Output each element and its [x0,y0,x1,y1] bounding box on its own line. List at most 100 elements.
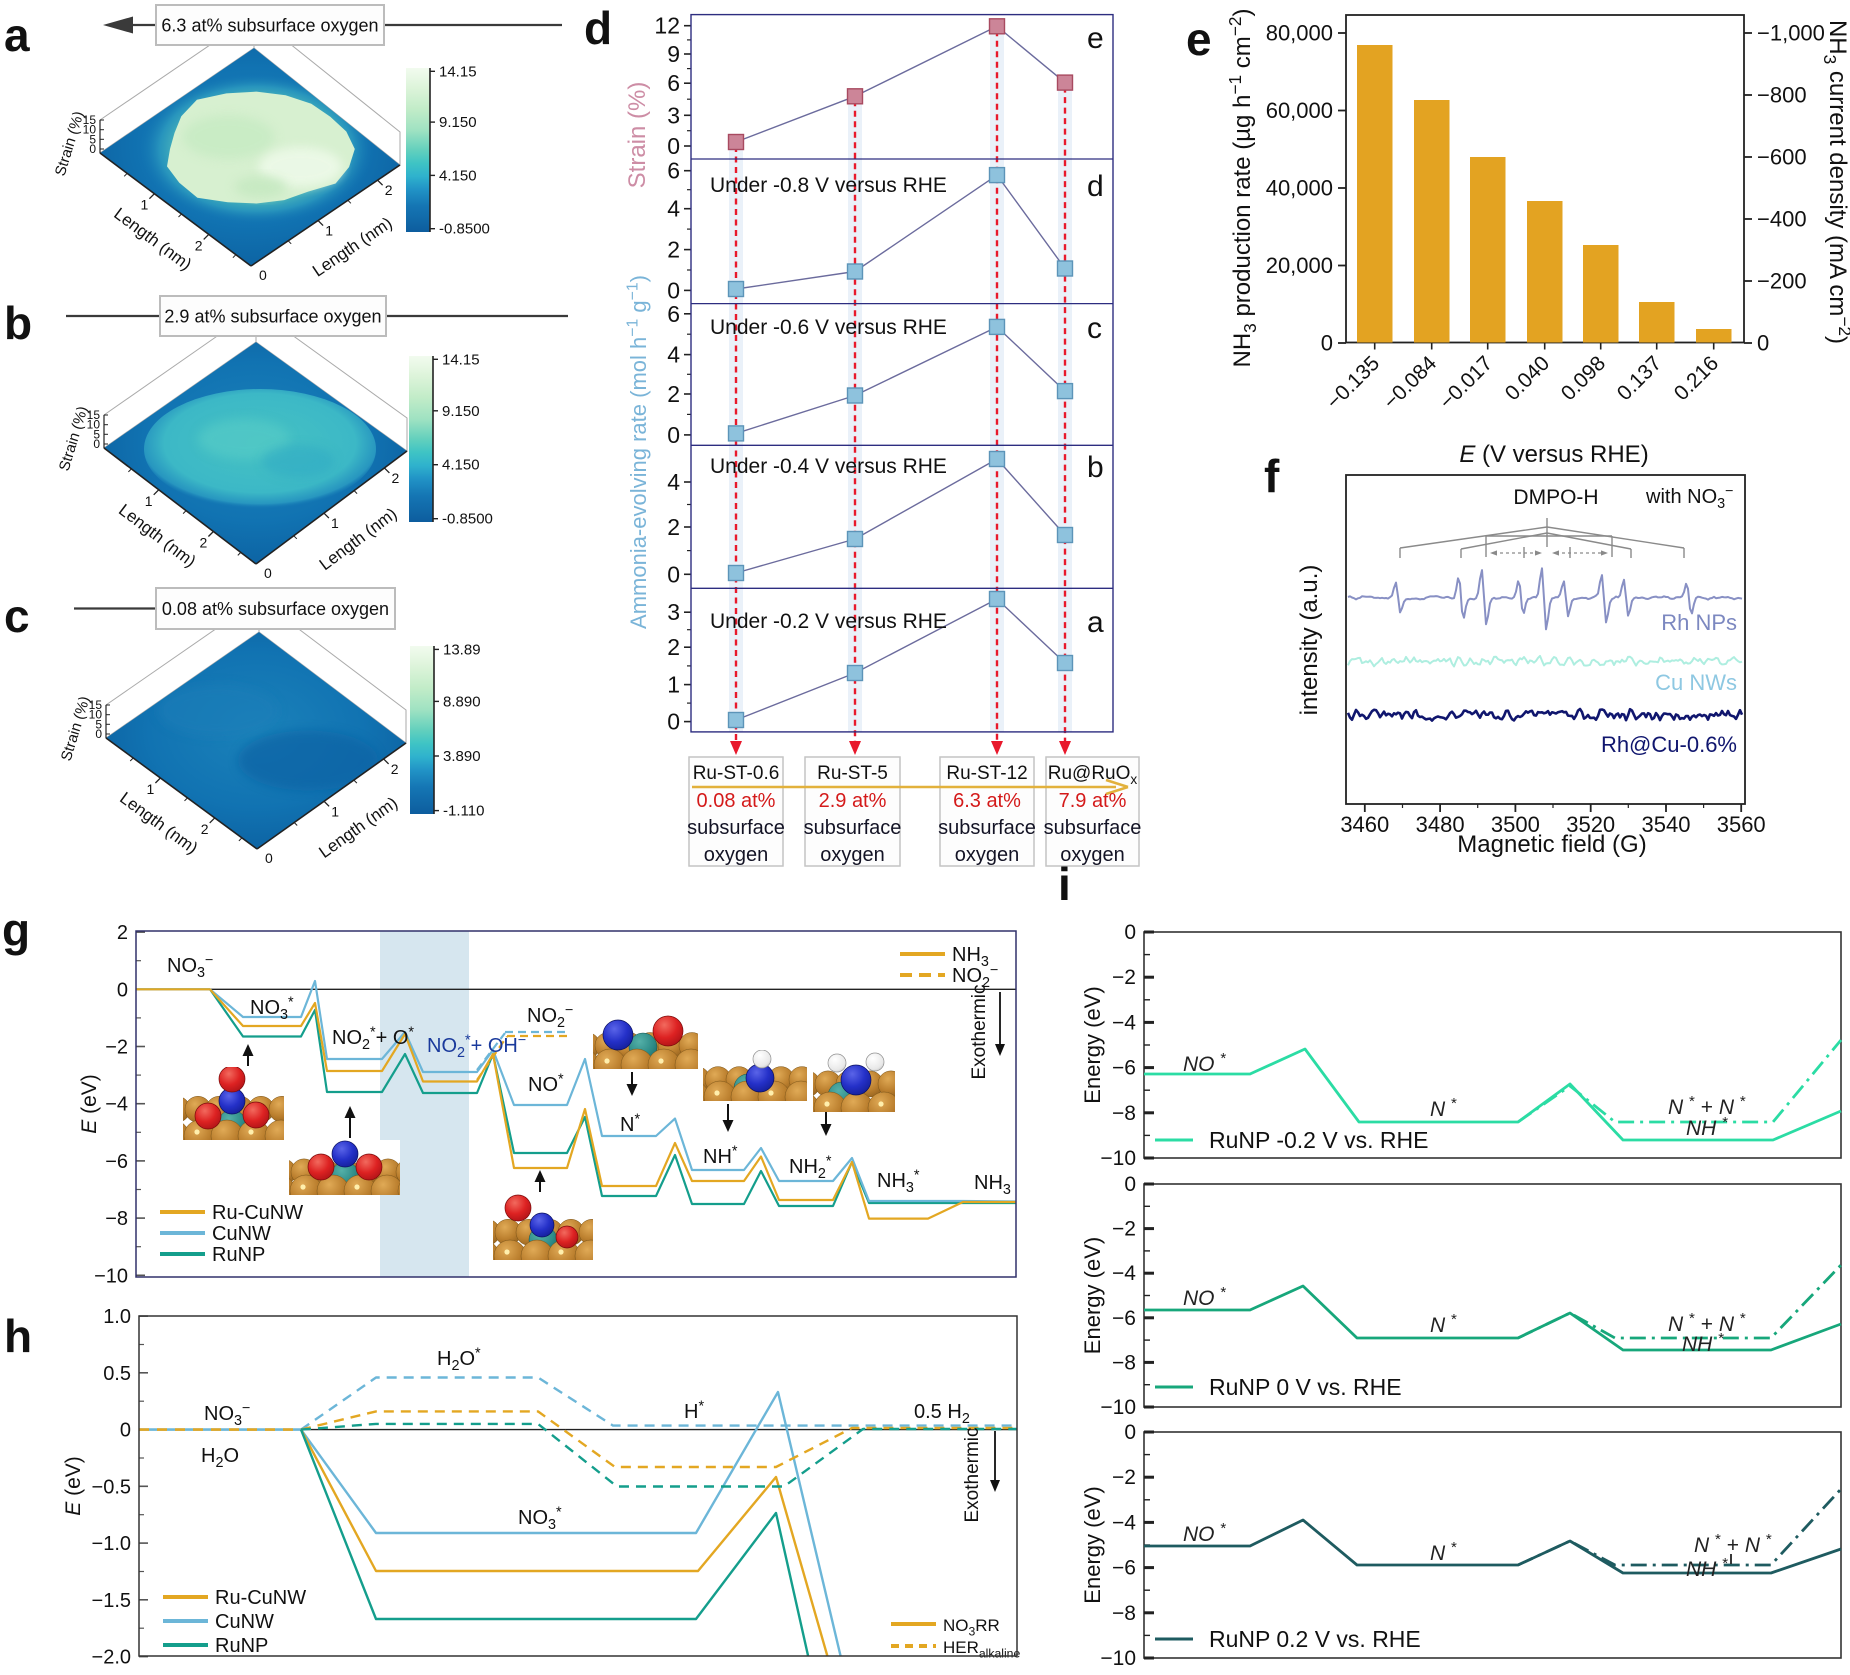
svg-text:10: 10 [89,708,103,722]
svg-text:1: 1 [331,803,339,819]
svg-text:N *: N * [1430,1539,1457,1565]
svg-text:−6: −6 [105,1151,128,1173]
svg-text:7.9 at%: 7.9 at% [1059,790,1127,812]
svg-text:NO2*+ O*: NO2*+ O* [332,1024,414,1053]
svg-text:d: d [1087,170,1104,203]
svg-text:3: 3 [667,102,680,128]
svg-text:Under -0.6 V versus RHE: Under -0.6 V versus RHE [710,316,947,339]
svg-text:subsurface: subsurface [1044,817,1142,839]
svg-text:4: 4 [667,342,680,368]
svg-text:2.9 at% subsurface oxygen: 2.9 at% subsurface oxygen [164,307,381,327]
svg-text:0.5: 0.5 [103,1363,131,1385]
svg-text:1: 1 [667,672,680,698]
svg-text:NO3RR: NO3RR [943,1616,1000,1638]
svg-text:0: 0 [667,561,680,587]
svg-text:DMPO-H: DMPO-H [1513,486,1598,509]
svg-text:Under -0.4 V versus RHE: Under -0.4 V versus RHE [710,455,947,478]
svg-text:Exothermic: Exothermic [962,1427,983,1522]
svg-text:0: 0 [265,850,273,866]
svg-text:6.3 at% subsurface oxygen: 6.3 at% subsurface oxygen [161,16,378,36]
svg-text:6.3 at%: 6.3 at% [953,790,1021,812]
svg-text:0.5 H2: 0.5 H2 [914,1401,970,1427]
svg-text:2: 2 [385,182,393,198]
svg-text:1: 1 [147,781,155,797]
svg-text:Ru-ST-5: Ru-ST-5 [817,763,888,784]
svg-text:2: 2 [195,237,203,253]
svg-text:NO3*: NO3* [250,994,294,1023]
svg-text:40,000: 40,000 [1266,176,1333,201]
svg-text:Rh NPs: Rh NPs [1661,610,1737,635]
svg-text:NH3: NH3 [952,944,989,970]
svg-text:NO2−: NO2− [527,1002,573,1031]
svg-text:0: 0 [120,1420,131,1442]
svg-text:−4: −4 [1112,1511,1136,1534]
svg-text:oxygen: oxygen [1060,844,1125,866]
svg-text:1: 1 [145,493,153,509]
svg-text:CuNW: CuNW [212,1223,271,1245]
svg-text:subsurface: subsurface [687,817,785,839]
svg-text:2.9 at%: 2.9 at% [819,790,887,812]
svg-text:10: 10 [83,123,97,137]
svg-text:d: d [584,2,612,54]
svg-text:Under -0.2 V versus RHE: Under -0.2 V versus RHE [710,610,947,633]
svg-text:80,000: 80,000 [1266,21,1333,46]
svg-text:NH*: NH* [703,1143,738,1168]
svg-text:0: 0 [95,727,102,741]
svg-text:−8: −8 [105,1208,128,1230]
svg-text:5: 5 [93,427,100,441]
svg-text:1: 1 [325,223,333,239]
svg-text:0: 0 [1757,331,1769,356]
svg-text:Ru-CuNW: Ru-CuNW [212,1202,303,1224]
svg-text:oxygen: oxygen [820,844,885,866]
svg-text:oxygen: oxygen [704,844,769,866]
svg-text:12: 12 [654,13,680,39]
svg-text:9: 9 [667,41,680,67]
svg-text:NO3*: NO3* [518,1504,562,1533]
svg-text:2: 2 [200,535,208,551]
svg-text:Magnetic field (G): Magnetic field (G) [1457,831,1646,858]
svg-text:0: 0 [667,133,680,159]
svg-text:0: 0 [667,422,680,448]
svg-text:−8: −8 [1112,1102,1136,1125]
svg-text:4.150: 4.150 [439,167,477,184]
svg-text:N *: N * [1430,1311,1457,1337]
svg-text:h: h [4,1310,32,1362]
svg-text:g: g [2,904,30,956]
svg-text:Ru-ST-12: Ru-ST-12 [946,763,1027,784]
svg-text:2: 2 [392,470,400,486]
svg-text:3520: 3520 [1566,812,1615,837]
svg-text:NO2−: NO2− [952,962,998,991]
svg-text:1: 1 [331,515,339,531]
svg-text:5: 5 [95,717,102,731]
svg-text:NO3−: NO3− [204,1400,250,1429]
svg-text:−1.0: −1.0 [92,1533,131,1555]
svg-text:e: e [1087,22,1104,55]
svg-text:a: a [4,9,30,61]
svg-text:−4: −4 [1112,1262,1136,1285]
svg-text:Strain (%): Strain (%) [624,82,651,189]
svg-text:−200: −200 [1757,269,1807,294]
svg-text:H2O: H2O [201,1445,239,1471]
svg-text:9.150: 9.150 [442,403,480,420]
svg-text:0: 0 [264,565,272,581]
svg-text:RuNP: RuNP [212,1244,265,1266]
svg-text:0: 0 [667,277,680,303]
svg-text:15: 15 [87,408,101,422]
svg-text:−800: −800 [1757,83,1807,108]
svg-text:−10: −10 [1100,1147,1136,1170]
svg-text:14.15: 14.15 [442,351,480,368]
svg-text:14.15: 14.15 [439,63,477,80]
svg-text:a: a [1087,606,1104,639]
svg-text:−2: −2 [1112,1466,1136,1489]
svg-text:NH *: NH * [1686,1555,1728,1581]
svg-text:NH2*: NH2* [789,1153,832,1182]
svg-text:NO3−: NO3− [167,952,213,981]
svg-text:6: 6 [667,70,680,96]
svg-text:−6: −6 [1112,1057,1136,1080]
svg-text:N * + N *: N * + N * [1668,1310,1746,1336]
svg-text:oxygen: oxygen [955,844,1020,866]
svg-text:NH3 current density (mA cm−2): NH3 current density (mA cm−2) [1820,20,1850,344]
svg-text:with NO3−: with NO3− [1645,483,1734,512]
svg-text:−10: −10 [1100,1647,1136,1670]
svg-text:13.89: 13.89 [443,641,481,658]
